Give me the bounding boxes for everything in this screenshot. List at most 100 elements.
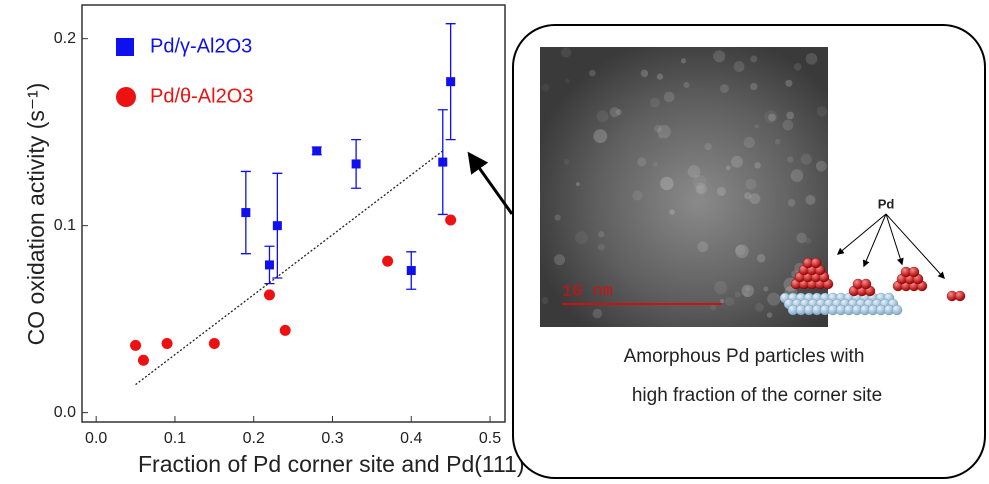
speckle [775,139,781,145]
atom-label: Pd [878,196,895,211]
x-tick-label: 0.0 [85,430,107,447]
data-point [265,260,274,269]
data-point [209,338,220,349]
x-tick-label: 0.1 [164,430,186,447]
speckle [720,84,729,93]
speckle [554,254,565,265]
data-point [280,325,291,336]
data-point [382,256,393,267]
speckle [749,193,760,204]
speckle [726,165,731,170]
speckle [637,157,646,166]
speckle [654,125,662,133]
speckle [669,209,674,214]
data-point [264,289,275,300]
speckle [741,285,753,297]
atom [955,291,965,301]
speckle [650,98,660,108]
data-point [241,208,250,217]
speckle [754,162,760,168]
speckle [681,58,686,63]
speckle [564,159,570,165]
legend-label: Pd/θ-Al2O3 [150,85,253,107]
speckle [763,286,768,291]
speckle [786,112,794,120]
legend-label: Pd/γ-Al2O3 [150,35,252,57]
speckle [750,83,757,90]
speckle [717,187,726,196]
data-point [138,355,149,366]
speckle [796,233,806,243]
y-tick-label: 0.0 [54,404,76,421]
speckle [714,281,727,294]
speckle [791,169,804,182]
speckle [755,124,759,128]
x-axis-label: Fraction of Pd corner site and Pd(111) [138,451,525,477]
speckle [720,299,724,303]
speckle [755,303,764,312]
speckle [576,182,580,186]
speckle [658,135,662,139]
speckle [641,70,648,77]
x-tick-label: 0.5 [479,430,501,447]
speckle [632,190,642,200]
speckle [735,245,745,255]
atom [892,305,902,315]
speckle [575,231,588,244]
x-tick-label: 0.2 [243,430,265,447]
data-point [352,159,361,168]
data-point [312,146,321,155]
y-tick-label: 0.2 [54,30,76,47]
y-tick-label: 0.1 [54,217,76,234]
speckle [735,292,741,298]
speckle [731,156,743,168]
speckle [785,80,792,87]
speckle [744,137,755,148]
speckle [750,56,757,63]
speckle [541,84,549,92]
data-point [130,340,141,351]
speckle [767,312,773,318]
x-tick-label: 0.3 [321,430,343,447]
data-point [438,158,447,167]
speckle [554,214,560,220]
data-point [162,338,173,349]
speckle [542,297,549,304]
speckle [688,165,701,178]
trend-line [136,151,443,385]
data-point [445,215,456,226]
speckle [725,297,734,306]
figure: Fraction of Pd corner site and Pd(111) C… [0,0,989,484]
speckle [816,161,827,172]
atom [909,267,919,277]
data-point [273,221,282,230]
image-panel: Pd Amorphous Pd particles with high frac… [470,25,985,478]
speckle [657,73,663,79]
legend-marker [116,38,134,56]
speckle [767,293,780,306]
speckle [764,110,777,123]
speckle [593,129,607,143]
speckle [598,231,604,237]
speckle [782,120,793,131]
speckle [592,309,602,319]
y-axis-label: CO oxidation activity (s⁻¹) [23,83,49,346]
speckle [787,156,793,162]
speckle [806,195,816,205]
scale-bar-label: 10 nm [562,282,613,301]
speckle [683,82,689,88]
speckle [734,61,745,72]
speckle [713,50,725,62]
atom [811,258,821,268]
speckle [817,106,827,116]
data-point [446,77,455,86]
speckle [710,304,716,310]
speckle [565,79,570,84]
speckle [806,53,818,65]
speckle [746,179,757,190]
speckle [660,177,674,191]
speckle [697,242,708,253]
data-point [407,266,416,275]
speckle [801,154,812,165]
